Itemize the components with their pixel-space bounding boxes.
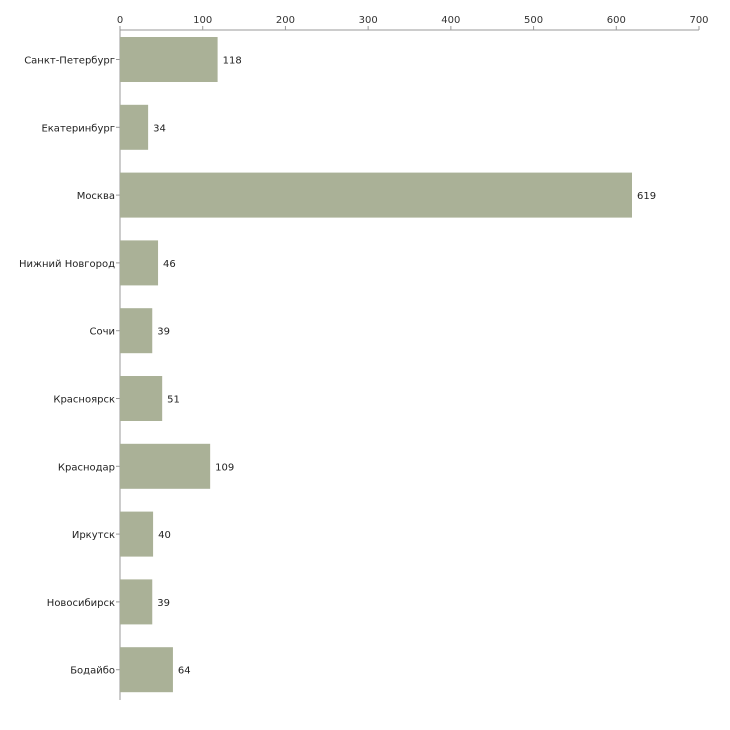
y-axis: Санкт-Петербург Екатеринбург Москва Нижний … <box>19 30 121 700</box>
category-label: Санкт-Петербург <box>24 56 115 67</box>
bar <box>120 376 163 421</box>
category-label: Нижний Новгород <box>19 259 115 270</box>
bar <box>120 240 159 286</box>
bar <box>120 104 149 150</box>
value-label: 64 <box>178 666 191 677</box>
category-label: Екатеринбург <box>41 123 115 134</box>
value-label: 118 <box>223 56 242 67</box>
category-label: Иркутск <box>72 530 115 541</box>
bar <box>120 172 633 218</box>
x-tick-label: 300 <box>359 15 378 26</box>
x-tick-label: 400 <box>441 15 460 26</box>
x-tick-label: 200 <box>276 15 295 26</box>
category-label: Бодайбо <box>70 666 115 677</box>
bar <box>120 579 153 625</box>
bars: 118 34 619 46 39 51 109 40 39 64 <box>120 37 656 693</box>
x-axis: 0 100 200 300 400 500 600 700 <box>117 15 709 31</box>
x-tick-label: 700 <box>689 15 708 26</box>
value-label: 46 <box>163 259 176 270</box>
category-label: Новосибирск <box>47 598 115 609</box>
category-label: Сочи <box>89 327 115 338</box>
x-tick-label: 600 <box>607 15 626 26</box>
bar <box>120 443 211 489</box>
value-label: 619 <box>637 191 656 202</box>
value-label: 39 <box>157 327 170 338</box>
category-label: Москва <box>77 191 115 202</box>
value-label: 39 <box>157 598 170 609</box>
value-label: 40 <box>158 530 171 541</box>
bar <box>120 308 153 354</box>
bar <box>120 37 218 82</box>
bar <box>120 647 173 693</box>
value-label: 109 <box>215 462 234 473</box>
x-tick-label: 100 <box>193 15 212 26</box>
value-label: 34 <box>153 123 166 134</box>
x-tick-label: 500 <box>524 15 543 26</box>
bar <box>120 511 154 557</box>
x-tick-label: 0 <box>117 15 123 26</box>
value-label: 51 <box>167 395 180 406</box>
category-label: Красноярск <box>53 395 115 406</box>
category-label: Краснодар <box>58 462 115 473</box>
